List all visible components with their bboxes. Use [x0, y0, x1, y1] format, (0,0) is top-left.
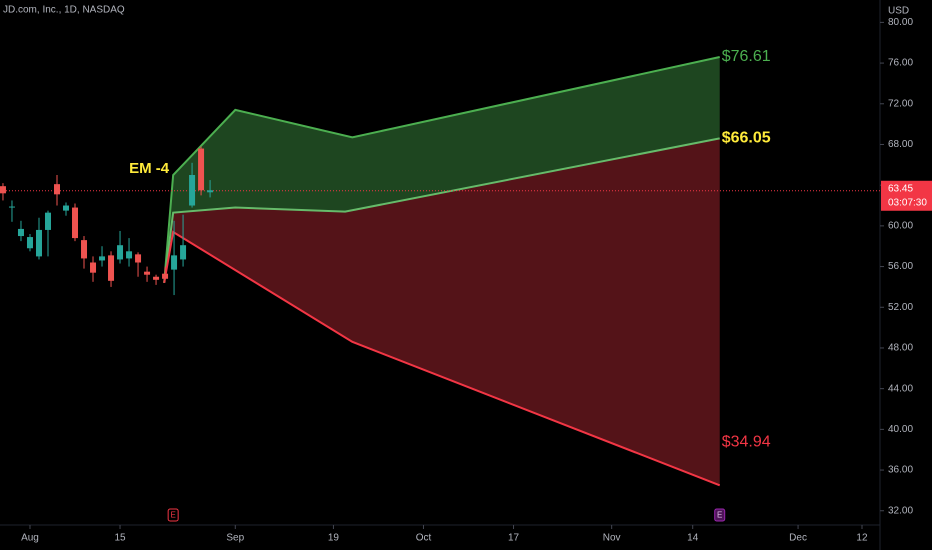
y-tick-label: 36.00 [888, 465, 913, 476]
candle-body [0, 186, 6, 194]
annotation: $76.61 [722, 48, 771, 65]
chart-title: JD.com, Inc., 1D, NASDAQ [3, 5, 125, 16]
middle-band-line [163, 137, 720, 283]
y-tick-label: 68.00 [888, 139, 913, 150]
upper-band-line [163, 55, 720, 283]
x-tick-label: 15 [114, 533, 126, 544]
price-label: 63.45 [888, 183, 913, 194]
candle-body [90, 262, 97, 273]
candle-body [44, 212, 51, 230]
candle-body [81, 240, 88, 259]
annotation: $34.94 [722, 434, 771, 451]
candle-body [207, 190, 214, 193]
x-tick-label: 12 [856, 533, 868, 544]
earnings-marker [167, 508, 179, 522]
x-tick-label: Aug [21, 533, 39, 544]
candle-body [8, 206, 15, 208]
candle-body [35, 229, 42, 257]
y-tick-label: 48.00 [888, 343, 913, 354]
x-tick-label: Sep [226, 533, 244, 544]
y-tick-label: 44.00 [888, 383, 913, 394]
y-tick-label: 32.00 [888, 505, 913, 516]
candle-body [189, 175, 196, 206]
price-label-box [881, 180, 932, 211]
candle-body [180, 245, 187, 260]
y-tick-label: 76.00 [888, 58, 913, 69]
candle-body [26, 237, 33, 249]
lower-band-line [163, 230, 721, 487]
y-tick-label: 60.00 [888, 221, 913, 232]
candle-body [63, 205, 70, 211]
candle-body [99, 256, 106, 261]
candle-body [108, 255, 115, 281]
x-tick-label: Oct [416, 533, 432, 544]
x-tick-label: Nov [603, 533, 621, 544]
candle-body [162, 273, 169, 279]
candle-body [117, 245, 124, 260]
y-tick-label: 52.00 [888, 302, 913, 313]
candle-body [126, 251, 133, 259]
annotation: $66.05 [722, 130, 771, 147]
earnings-label: E [717, 511, 722, 520]
lower-band-area [164, 138, 720, 486]
x-tick-label: 14 [687, 533, 699, 544]
earnings-marker [714, 508, 726, 522]
candle-body [17, 228, 24, 237]
countdown-label: 03:07:30 [888, 197, 927, 208]
y-tick-label: 40.00 [888, 424, 913, 435]
earnings-label: E [170, 511, 175, 520]
upper-band-area [164, 56, 720, 283]
candle-body [135, 254, 142, 263]
candle-body [53, 184, 60, 195]
annotation: EM -4 [129, 160, 170, 177]
x-tick-label: Dec [789, 533, 807, 544]
x-tick-label: 17 [508, 533, 520, 544]
y-tick-label: 80.00 [888, 17, 913, 28]
y-tick-label: 56.00 [888, 261, 913, 272]
candle-body [198, 148, 205, 191]
candle-body [72, 207, 79, 239]
y-tick-label: 72.00 [888, 98, 913, 109]
candle-body [153, 276, 160, 280]
candle-body [144, 271, 151, 275]
currency-label: USD [888, 6, 909, 17]
candle-body [171, 255, 178, 270]
x-tick-label: 19 [328, 533, 340, 544]
